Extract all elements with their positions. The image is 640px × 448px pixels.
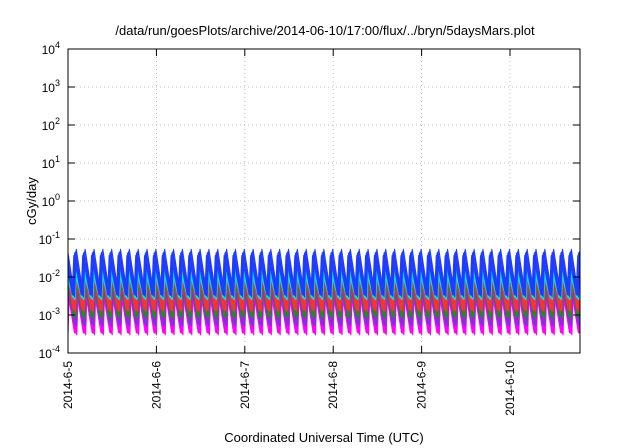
y-tick-label: 10-4 bbox=[39, 344, 60, 361]
axis-ticks bbox=[67, 48, 580, 354]
y-tick-label: 10-3 bbox=[39, 306, 60, 323]
y-tick-label: 101 bbox=[42, 154, 60, 171]
y-axis-label: cGy/day bbox=[24, 177, 39, 225]
series-line bbox=[67, 251, 581, 296]
y-tick-label: 104 bbox=[42, 40, 60, 57]
y-tick-label: 102 bbox=[42, 116, 60, 133]
x-tick-label: 2014-6-7 bbox=[238, 361, 252, 409]
series-line bbox=[67, 255, 581, 296]
x-tick-label: 2014-6-6 bbox=[149, 361, 163, 409]
series-line bbox=[67, 252, 581, 296]
x-tick-label: 2014-6-5 bbox=[61, 361, 75, 409]
x-tick-label: 2014-6-10 bbox=[503, 361, 517, 416]
x-axis-label: Coordinated Universal Time (UTC) bbox=[224, 430, 423, 445]
y-tick-label: 100 bbox=[42, 192, 60, 209]
series-lines bbox=[67, 248, 581, 336]
y-tick-label: 10-1 bbox=[39, 230, 60, 247]
x-tick-label: 2014-6-8 bbox=[326, 361, 340, 409]
y-tick-label: 10-2 bbox=[39, 268, 60, 285]
y-tick-label: 103 bbox=[42, 78, 60, 95]
x-tick-label: 2014-6-9 bbox=[415, 361, 429, 409]
chart-title: /data/run/goesPlots/archive/2014-06-10/1… bbox=[115, 23, 535, 38]
